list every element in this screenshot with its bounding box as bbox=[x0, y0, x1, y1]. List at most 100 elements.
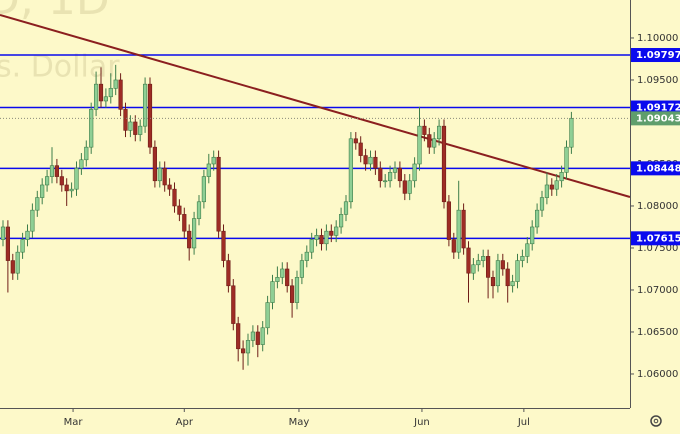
candle-body bbox=[280, 268, 285, 278]
candle-body bbox=[30, 209, 35, 232]
y-tick-label: 1.06500 bbox=[637, 327, 678, 338]
candle-body bbox=[334, 226, 339, 236]
candle-body bbox=[520, 256, 525, 261]
x-tick-label: Mar bbox=[64, 417, 84, 428]
x-tick-label: Jun bbox=[413, 417, 430, 428]
candle-body bbox=[196, 201, 202, 219]
settings-icon[interactable] bbox=[650, 415, 662, 427]
candle-body bbox=[329, 230, 334, 236]
last-price-label: 1.09043 bbox=[636, 113, 680, 124]
candle-body bbox=[324, 230, 329, 245]
candle-body bbox=[118, 79, 123, 110]
y-tick-label: 1.08000 bbox=[637, 201, 678, 212]
candle-body bbox=[314, 235, 319, 240]
x-tick-label: May bbox=[289, 417, 310, 428]
settings-gear[interactable] bbox=[650, 415, 662, 427]
candle-body bbox=[20, 239, 25, 253]
y-tick-label: 1.07000 bbox=[637, 285, 678, 296]
candle-body bbox=[191, 218, 197, 249]
candle-body bbox=[338, 214, 344, 228]
candle-body bbox=[138, 125, 143, 135]
candle-body bbox=[343, 201, 349, 215]
candle-body bbox=[407, 180, 412, 194]
candle-body bbox=[84, 146, 89, 161]
candle-body bbox=[539, 197, 545, 211]
candle-body bbox=[559, 172, 564, 182]
candle-body bbox=[309, 239, 314, 253]
candle-body bbox=[69, 188, 74, 192]
y-tick-label: 1.07500 bbox=[637, 243, 678, 254]
candle-body bbox=[500, 260, 505, 270]
candle-body bbox=[397, 167, 402, 182]
settings-gear-center[interactable] bbox=[653, 418, 659, 424]
candle-body bbox=[451, 239, 456, 253]
candle-body bbox=[35, 197, 40, 211]
candle-body bbox=[294, 277, 300, 303]
candle-body bbox=[147, 83, 153, 148]
candle-body bbox=[446, 201, 451, 240]
candle-body bbox=[206, 163, 211, 177]
candle-body bbox=[64, 184, 69, 192]
candle-body bbox=[123, 109, 128, 131]
last-price-box bbox=[631, 111, 680, 126]
candle-body bbox=[485, 256, 491, 278]
candle-body bbox=[510, 281, 515, 287]
candle-body bbox=[187, 230, 192, 249]
candle-body bbox=[133, 121, 138, 135]
candle-body bbox=[128, 121, 133, 131]
candle-body bbox=[402, 180, 407, 194]
candle-body bbox=[412, 163, 417, 182]
candle-body bbox=[167, 184, 172, 190]
candle-body bbox=[363, 155, 368, 165]
candle-body bbox=[383, 180, 388, 183]
level-label-box bbox=[631, 231, 680, 246]
candle-body bbox=[172, 188, 177, 207]
candle-body bbox=[544, 184, 549, 198]
candle-body bbox=[348, 138, 353, 203]
candle-body bbox=[157, 167, 162, 182]
candle-body bbox=[40, 184, 45, 198]
candle-body bbox=[471, 264, 476, 274]
level-label: 1.07615 bbox=[636, 233, 680, 244]
candle-body bbox=[515, 260, 520, 282]
candle-body bbox=[530, 226, 535, 245]
candle-body bbox=[461, 209, 466, 249]
candle-body bbox=[5, 226, 10, 261]
candle-body bbox=[466, 247, 471, 274]
candle-body bbox=[422, 125, 427, 135]
candle-body bbox=[103, 96, 108, 102]
candle-body bbox=[260, 327, 265, 345]
candle-body bbox=[505, 268, 510, 287]
candle-body bbox=[201, 176, 206, 203]
candle-body bbox=[0, 226, 6, 240]
candle-body bbox=[152, 146, 157, 182]
x-tick-label: Jul bbox=[517, 417, 530, 428]
candle-body bbox=[221, 230, 226, 261]
candle-body bbox=[108, 88, 113, 98]
candle-body bbox=[441, 125, 447, 203]
candle-body bbox=[89, 109, 94, 148]
candle-body bbox=[177, 205, 182, 215]
candle-body bbox=[216, 156, 221, 232]
candle-body bbox=[427, 134, 432, 148]
candle-body bbox=[25, 230, 30, 240]
candle-body bbox=[304, 251, 309, 261]
candle-body bbox=[93, 83, 99, 110]
candle-body bbox=[275, 277, 280, 282]
candle-body bbox=[319, 235, 324, 245]
candle-body bbox=[481, 256, 486, 261]
candle-body bbox=[353, 138, 358, 144]
level-label: 1.09172 bbox=[636, 103, 680, 114]
candle-body bbox=[490, 277, 496, 287]
candle-body bbox=[250, 331, 255, 341]
level-label-box bbox=[631, 48, 680, 63]
candle-body bbox=[162, 167, 167, 186]
candle-body bbox=[59, 176, 64, 186]
level-label-box bbox=[631, 100, 680, 115]
x-tick-label: Apr bbox=[176, 417, 194, 428]
candle-body bbox=[299, 260, 304, 278]
candle-body bbox=[226, 260, 231, 287]
trendline bbox=[0, 13, 631, 198]
candle-body bbox=[236, 323, 241, 350]
